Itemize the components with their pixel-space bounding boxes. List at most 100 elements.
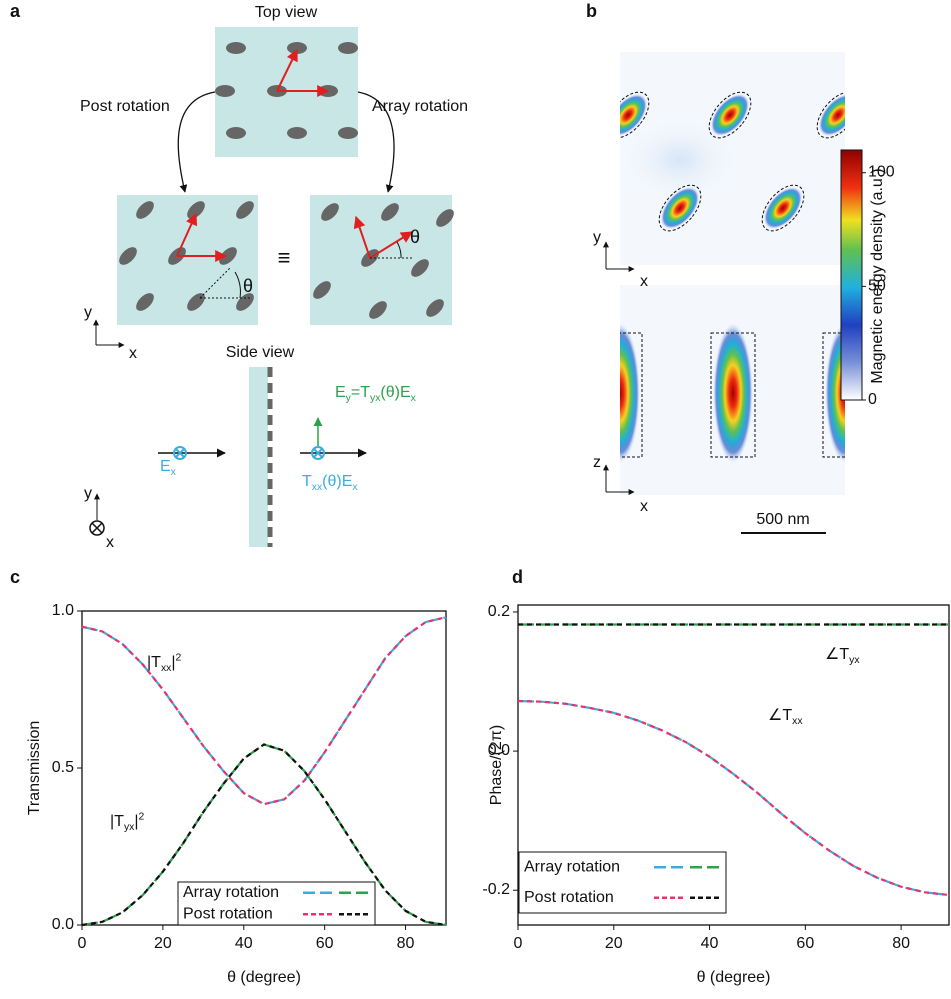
x-tick-label: 20 (605, 935, 623, 952)
text-part: Phase/(2π) (488, 725, 505, 805)
panel-a-drawing (89, 27, 454, 547)
axis-label: y (593, 229, 601, 246)
data-line (81, 616, 447, 806)
legend-box (177, 881, 376, 926)
axis-label: x (640, 273, 648, 290)
x-tick-label: 20 (154, 935, 172, 952)
axis-label: x (129, 345, 137, 362)
y-tick-label: 1.0 (52, 602, 74, 619)
curve-annotation: |Txx|2 (147, 652, 181, 673)
formula: Ex (160, 458, 177, 477)
text-part: =T (351, 384, 370, 401)
plot-frame (517, 604, 950, 926)
heading: Top view (255, 4, 318, 21)
text-part: θ (243, 276, 253, 296)
axis-label: x (640, 498, 648, 515)
colorbar-tick-label: 0 (868, 391, 877, 408)
text-part: 0 (868, 391, 877, 408)
text-part: x (171, 467, 177, 478)
text-part: θ (410, 227, 420, 247)
panel-label: a (10, 1, 21, 21)
symbol: ≡ (278, 245, 291, 270)
text-part: b (586, 1, 597, 21)
text-part: Side view (226, 344, 295, 361)
scale-bar-label: 500 nm (756, 511, 809, 528)
legend-label: Post rotation (524, 889, 614, 906)
text-part: | (134, 813, 138, 830)
text-part: y (593, 229, 601, 246)
x-tick-label: 0 (514, 935, 523, 952)
text-part: c (10, 567, 20, 587)
text-part: Magnetic energy density (a.u.) (869, 168, 886, 383)
x-tick-label: 60 (796, 935, 814, 952)
y-tick-label: -0.2 (482, 881, 510, 898)
text-part: y (84, 304, 92, 321)
text-part: yx (370, 393, 381, 404)
angle-label: θ (410, 227, 420, 247)
x-tick-label: 40 (701, 935, 719, 952)
text-part: 20 (605, 935, 623, 952)
text-part: z (593, 454, 601, 471)
text-part: ≡ (278, 245, 291, 270)
text-part: x (411, 393, 417, 404)
x-tick-label: 80 (397, 935, 415, 952)
text-part: 100 (868, 164, 895, 181)
curve-annotation: ∠Txx (768, 707, 803, 726)
text-part: y (84, 485, 92, 502)
text-part: E (160, 458, 171, 475)
text-part: 40 (235, 935, 253, 952)
panel-label: d (512, 567, 523, 587)
text-part: y (346, 393, 352, 404)
y-tick-label: 0.0 (52, 916, 74, 933)
text-part: (θ)E (322, 473, 352, 490)
text-part: θ (degree) (697, 969, 771, 986)
heading: Side view (226, 344, 295, 361)
text-part: 0 (78, 935, 87, 952)
y-axis-label: Transmission (26, 721, 43, 816)
y-tick-label: 0.2 (488, 603, 510, 620)
text-part: Post rotation (524, 889, 614, 906)
legend-box (518, 851, 727, 914)
colorbar-label: Magnetic energy density (a.u.) (869, 168, 886, 383)
text-part: 0.0 (488, 742, 510, 759)
text-part: 2 (175, 652, 181, 663)
text-part: 60 (316, 935, 334, 952)
text-part: Array rotation (183, 884, 279, 901)
text-part: Array rotation (372, 98, 468, 115)
colorbar-tick-label: 50 (868, 278, 886, 295)
x-tick-label: 40 (235, 935, 253, 952)
x-tick-label: 0 (78, 935, 87, 952)
text-part: Top view (255, 4, 318, 21)
text-part: θ (degree) (227, 969, 301, 986)
text-part: 2 (138, 811, 144, 822)
x-axis-label: θ (degree) (227, 969, 301, 986)
legend-label: Post rotation (183, 905, 273, 922)
text-part: T (302, 473, 312, 490)
axis-label: y (84, 304, 92, 321)
text-part: x (106, 534, 114, 551)
axis-label: x (106, 534, 114, 551)
formula: Txx(θ)Ex (302, 473, 358, 492)
text-part: Post rotation (183, 905, 273, 922)
text-part: yx (849, 655, 860, 666)
text-part: 0.0 (52, 916, 74, 933)
data-line (517, 699, 950, 897)
x-axis-label: θ (degree) (697, 969, 771, 986)
caption: Post rotation (80, 98, 170, 115)
text-part: x (640, 273, 648, 290)
legend-label: Array rotation (183, 884, 279, 901)
y-tick-label: 0.0 (488, 742, 510, 759)
text-part: 20 (154, 935, 172, 952)
text-part: x (129, 345, 137, 362)
text-part: (θ)E (380, 384, 410, 401)
text-part: xx (161, 663, 172, 674)
text-part: a (10, 1, 21, 21)
text-part: 0.5 (52, 759, 74, 776)
text-part: |T (110, 813, 124, 830)
axis-label: z (593, 454, 601, 471)
panel-label: c (10, 567, 20, 587)
legend-label: Array rotation (524, 858, 620, 875)
data-line (81, 616, 447, 806)
x-tick-label: 60 (316, 935, 334, 952)
